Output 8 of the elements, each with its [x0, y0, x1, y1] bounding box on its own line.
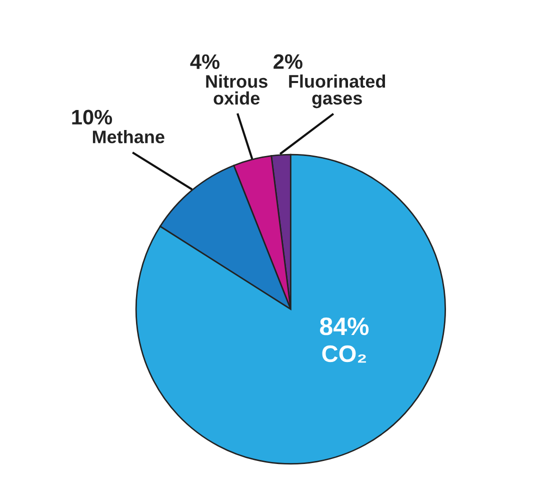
- slice-label: Nitrous oxide: [206, 74, 268, 105]
- slice-label: CO₂: [322, 345, 366, 363]
- data-label: 84%: [320, 317, 369, 336]
- data-label: 10%: [72, 110, 112, 125]
- data-label: 4%: [190, 54, 220, 70]
- slice-label: Fluorinated gases: [289, 74, 386, 108]
- data-label: 2%: [274, 54, 302, 69]
- slice-label: Methane: [92, 130, 164, 144]
